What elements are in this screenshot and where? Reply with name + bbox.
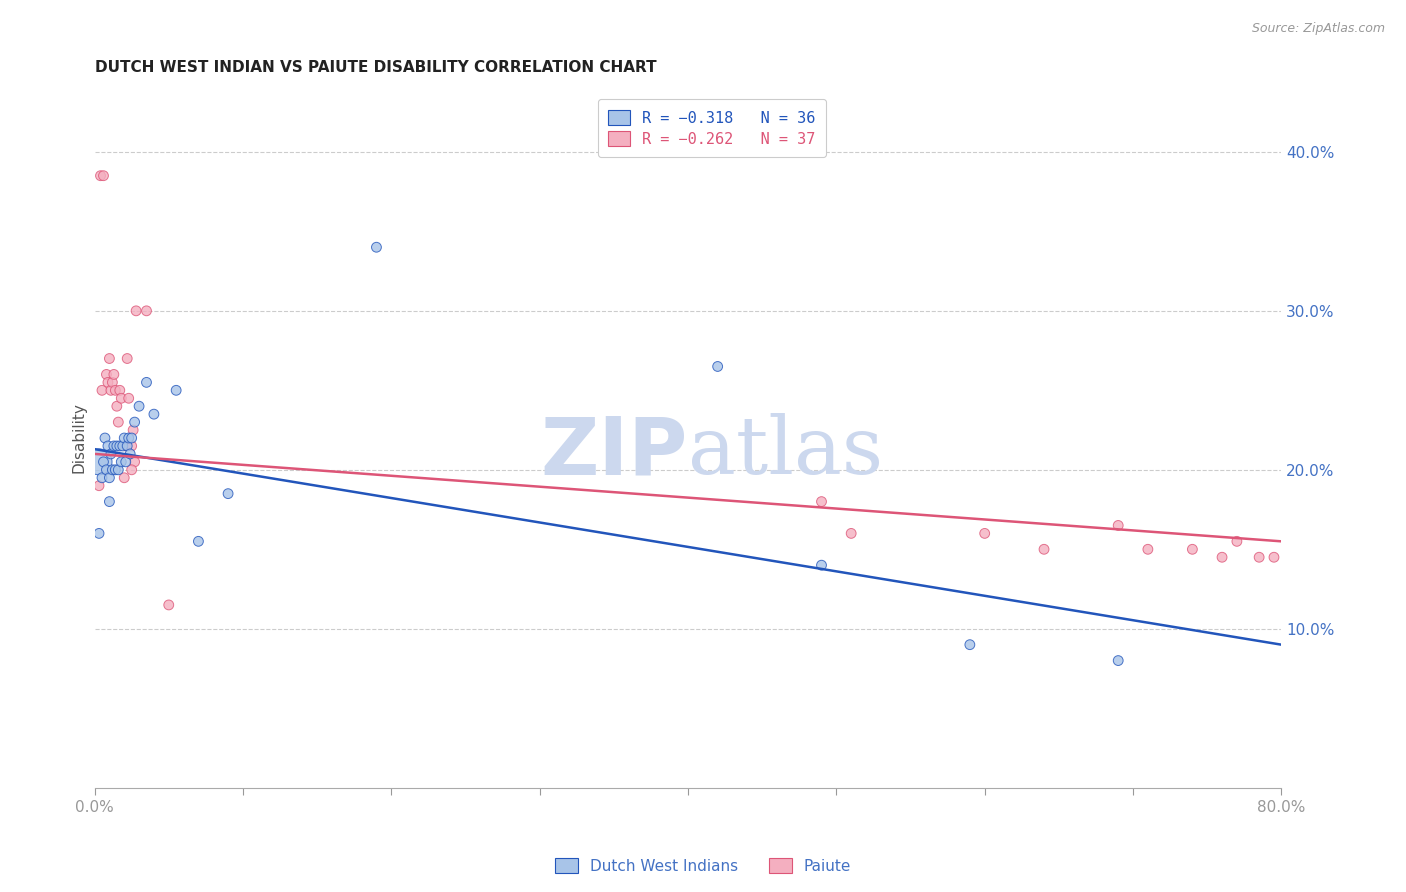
Point xyxy=(108,384,131,398)
Point xyxy=(100,447,122,461)
Point xyxy=(1263,550,1285,565)
Point xyxy=(96,463,118,477)
Point xyxy=(101,376,124,390)
Point xyxy=(1033,542,1056,557)
Point xyxy=(96,368,118,382)
Point xyxy=(93,169,115,183)
Point xyxy=(103,368,125,382)
Point xyxy=(1107,654,1129,668)
Point xyxy=(124,455,146,469)
Point xyxy=(810,494,832,508)
Point xyxy=(112,431,135,445)
Point xyxy=(973,526,995,541)
Point xyxy=(115,439,138,453)
Point xyxy=(114,439,136,453)
Point xyxy=(107,415,129,429)
Point xyxy=(115,351,138,366)
Point xyxy=(94,431,117,445)
Text: DUTCH WEST INDIAN VS PAIUTE DISABILITY CORRELATION CHART: DUTCH WEST INDIAN VS PAIUTE DISABILITY C… xyxy=(94,60,657,75)
Point xyxy=(104,384,127,398)
Point xyxy=(97,439,120,453)
Point xyxy=(110,455,132,469)
Point xyxy=(87,526,110,541)
Point xyxy=(100,384,122,398)
Point xyxy=(105,399,128,413)
Point xyxy=(706,359,728,374)
Point xyxy=(87,479,110,493)
Point xyxy=(108,439,131,453)
Point xyxy=(142,407,165,421)
Point xyxy=(97,376,120,390)
Point xyxy=(111,439,134,453)
Point xyxy=(121,439,143,453)
Point xyxy=(118,391,141,405)
Point xyxy=(124,415,146,429)
Point xyxy=(135,303,157,318)
Point xyxy=(120,447,142,461)
Point xyxy=(1107,518,1129,533)
Point xyxy=(91,384,114,398)
Point xyxy=(217,486,239,500)
Point xyxy=(1249,550,1271,565)
Point xyxy=(122,423,145,437)
Legend: Dutch West Indians, Paiute: Dutch West Indians, Paiute xyxy=(548,852,858,880)
Text: atlas: atlas xyxy=(688,413,883,491)
Point xyxy=(107,463,129,477)
Point xyxy=(121,431,143,445)
Point xyxy=(114,455,136,469)
Point xyxy=(125,303,148,318)
Point xyxy=(105,439,128,453)
Point xyxy=(366,240,388,254)
Point xyxy=(1181,542,1204,557)
Text: ZIP: ZIP xyxy=(541,413,688,491)
Point xyxy=(1136,542,1159,557)
Point xyxy=(112,471,135,485)
Point xyxy=(98,494,121,508)
Point xyxy=(89,169,111,183)
Point xyxy=(103,439,125,453)
Point xyxy=(98,471,121,485)
Point xyxy=(1211,550,1233,565)
Point xyxy=(187,534,209,549)
Point xyxy=(157,598,180,612)
Point xyxy=(110,391,132,405)
Point xyxy=(128,399,150,413)
Point xyxy=(959,638,981,652)
Point xyxy=(839,526,862,541)
Point xyxy=(91,471,114,485)
Point xyxy=(98,351,121,366)
Y-axis label: Disability: Disability xyxy=(72,402,86,474)
Point xyxy=(1226,534,1249,549)
Text: Source: ZipAtlas.com: Source: ZipAtlas.com xyxy=(1251,22,1385,36)
Point xyxy=(810,558,832,573)
Point xyxy=(101,463,124,477)
Point xyxy=(87,455,110,469)
Point xyxy=(93,455,115,469)
Point xyxy=(121,463,143,477)
Legend: R = −0.318   N = 36, R = −0.262   N = 37: R = −0.318 N = 36, R = −0.262 N = 37 xyxy=(598,99,825,157)
Point xyxy=(135,376,157,390)
Point xyxy=(104,463,127,477)
Point xyxy=(118,431,141,445)
Point xyxy=(165,384,187,398)
